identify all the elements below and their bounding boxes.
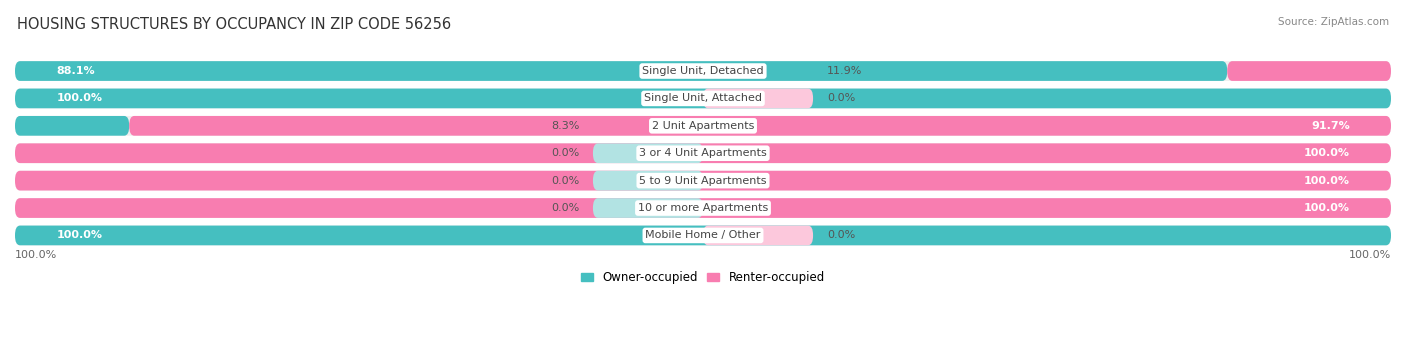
Legend: Owner-occupied, Renter-occupied: Owner-occupied, Renter-occupied xyxy=(576,267,830,289)
FancyBboxPatch shape xyxy=(593,171,703,191)
FancyBboxPatch shape xyxy=(129,116,1391,136)
Text: 0.0%: 0.0% xyxy=(551,203,579,213)
Text: 0.0%: 0.0% xyxy=(551,176,579,186)
Text: 11.9%: 11.9% xyxy=(827,66,862,76)
Text: 2 Unit Apartments: 2 Unit Apartments xyxy=(652,121,754,131)
Text: 100.0%: 100.0% xyxy=(1303,148,1350,158)
FancyBboxPatch shape xyxy=(15,61,1227,81)
Text: Source: ZipAtlas.com: Source: ZipAtlas.com xyxy=(1278,17,1389,27)
Text: 100.0%: 100.0% xyxy=(1303,203,1350,213)
Text: 5 to 9 Unit Apartments: 5 to 9 Unit Apartments xyxy=(640,176,766,186)
FancyBboxPatch shape xyxy=(15,89,1391,108)
FancyBboxPatch shape xyxy=(15,116,129,136)
Text: 100.0%: 100.0% xyxy=(56,93,103,103)
FancyBboxPatch shape xyxy=(15,198,1391,218)
FancyBboxPatch shape xyxy=(703,89,813,108)
Text: 91.7%: 91.7% xyxy=(1310,121,1350,131)
FancyBboxPatch shape xyxy=(1227,61,1391,81)
Text: 0.0%: 0.0% xyxy=(827,231,855,240)
FancyBboxPatch shape xyxy=(703,226,813,245)
Text: 0.0%: 0.0% xyxy=(551,148,579,158)
Text: Single Unit, Attached: Single Unit, Attached xyxy=(644,93,762,103)
Text: 10 or more Apartments: 10 or more Apartments xyxy=(638,203,768,213)
Text: HOUSING STRUCTURES BY OCCUPANCY IN ZIP CODE 56256: HOUSING STRUCTURES BY OCCUPANCY IN ZIP C… xyxy=(17,17,451,32)
Text: 0.0%: 0.0% xyxy=(827,93,855,103)
FancyBboxPatch shape xyxy=(15,171,1391,191)
Text: 3 or 4 Unit Apartments: 3 or 4 Unit Apartments xyxy=(640,148,766,158)
FancyBboxPatch shape xyxy=(593,143,703,163)
FancyBboxPatch shape xyxy=(15,143,1391,163)
FancyBboxPatch shape xyxy=(15,226,1391,245)
FancyBboxPatch shape xyxy=(15,226,1391,245)
Text: 100.0%: 100.0% xyxy=(1348,250,1391,260)
Text: 100.0%: 100.0% xyxy=(15,250,58,260)
FancyBboxPatch shape xyxy=(15,198,1391,218)
Text: 88.1%: 88.1% xyxy=(56,66,96,76)
Text: 8.3%: 8.3% xyxy=(551,121,579,131)
FancyBboxPatch shape xyxy=(15,61,1391,81)
Text: 100.0%: 100.0% xyxy=(56,231,103,240)
FancyBboxPatch shape xyxy=(593,198,703,218)
FancyBboxPatch shape xyxy=(15,171,1391,191)
FancyBboxPatch shape xyxy=(15,89,1391,108)
Text: 100.0%: 100.0% xyxy=(1303,176,1350,186)
Text: Single Unit, Detached: Single Unit, Detached xyxy=(643,66,763,76)
FancyBboxPatch shape xyxy=(15,143,1391,163)
FancyBboxPatch shape xyxy=(15,116,1391,136)
Text: Mobile Home / Other: Mobile Home / Other xyxy=(645,231,761,240)
